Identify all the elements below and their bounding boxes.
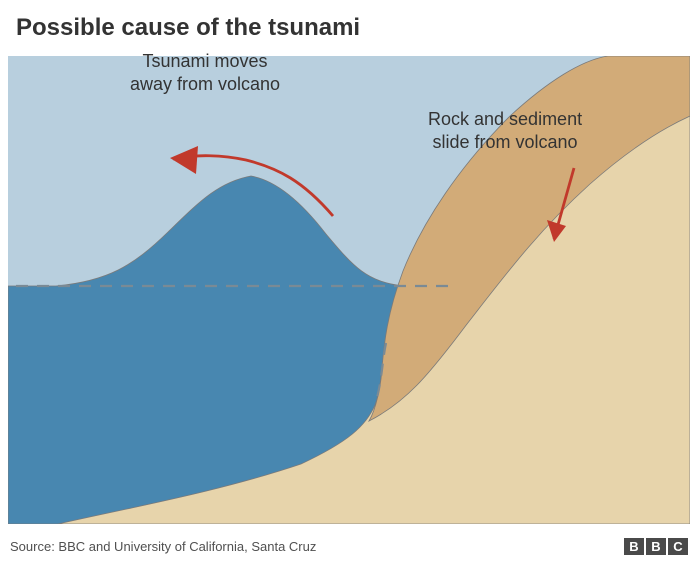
tsunami-label-line1: Tsunami moves bbox=[143, 51, 268, 71]
slide-label-line1: Rock and sediment bbox=[428, 109, 582, 129]
tsunami-label: Tsunami moves away from volcano bbox=[130, 50, 280, 97]
bbc-logo-b1: B bbox=[624, 538, 644, 555]
tsunami-diagram bbox=[8, 56, 690, 524]
bbc-logo-b2: B bbox=[646, 538, 666, 555]
bbc-logo-c: C bbox=[668, 538, 688, 555]
infographic-container: Possible cause of the tsunami Tsunami mo… bbox=[0, 0, 698, 565]
slide-label-line2: slide from volcano bbox=[433, 132, 578, 152]
bbc-logo: B B C bbox=[624, 538, 688, 555]
footer: Source: BBC and University of California… bbox=[10, 535, 688, 557]
slide-label: Rock and sediment slide from volcano bbox=[428, 108, 582, 155]
page-title: Possible cause of the tsunami bbox=[16, 14, 360, 42]
tsunami-label-line2: away from volcano bbox=[130, 74, 280, 94]
source-text: Source: BBC and University of California… bbox=[10, 539, 316, 554]
